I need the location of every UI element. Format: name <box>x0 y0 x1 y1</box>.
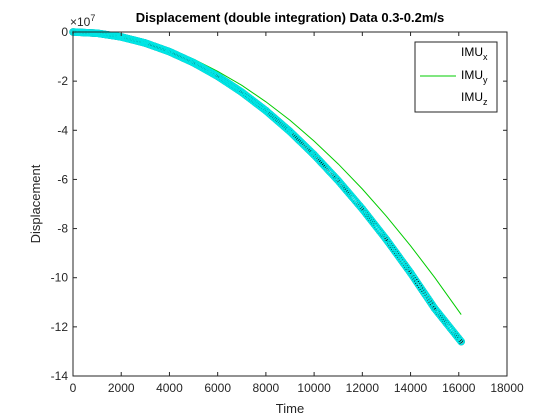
x-tick-label: 10000 <box>297 381 331 395</box>
legend: IMUx IMUy IMUz <box>414 41 498 113</box>
x-tick-label: 12000 <box>346 381 380 395</box>
x-tick-label: 16000 <box>442 381 476 395</box>
series-marker <box>307 148 316 157</box>
x-tick-label: 2000 <box>108 381 135 395</box>
x-tick-label: 18000 <box>490 381 524 395</box>
y-exponent-power: 7 <box>90 13 95 23</box>
y-tick-label: -2 <box>57 74 68 88</box>
y-exponent-base: ×10 <box>70 15 91 29</box>
y-tick-label: -14 <box>51 369 69 383</box>
y-tick-label: 0 <box>61 25 68 39</box>
legend-label-imu-z: IMUz <box>461 90 488 107</box>
y-axis-label: Displacement <box>28 164 43 243</box>
y-tick-label: -12 <box>51 320 69 334</box>
axes-box <box>72 31 508 377</box>
series-marker <box>309 150 317 158</box>
series-marker <box>457 337 465 346</box>
x-tick-label: 6000 <box>204 381 231 395</box>
y-tick-label: -4 <box>57 123 68 137</box>
legend-entry-imu-x: IMUx <box>461 45 488 62</box>
x-tick-label: 4000 <box>156 381 183 395</box>
y-tick-label: -10 <box>51 271 69 285</box>
x-tick-label: 14000 <box>394 381 428 395</box>
legend-box <box>414 41 498 113</box>
legend-entry-imu-z: IMUz <box>461 90 488 107</box>
legend-label-imu-y: IMUy <box>461 68 488 85</box>
y-tick-label: -8 <box>57 222 68 236</box>
legend-entry-imu-y: IMUy <box>420 68 488 85</box>
y-tick-label: -6 <box>57 172 68 186</box>
legend-label-imu-x: IMUx <box>461 45 488 62</box>
y-exponent-label: ×107 <box>70 13 95 29</box>
tick-layer: 0 2000 4000 6000 8000 10000 12000 14000 16000 180… <box>51 25 524 395</box>
x-axis-label: Time <box>276 401 304 416</box>
x-tick-label: 0 <box>70 381 77 395</box>
chart-title: Displacement (double integration) Data 0… <box>136 10 444 25</box>
x-tick-label: 8000 <box>253 381 280 395</box>
